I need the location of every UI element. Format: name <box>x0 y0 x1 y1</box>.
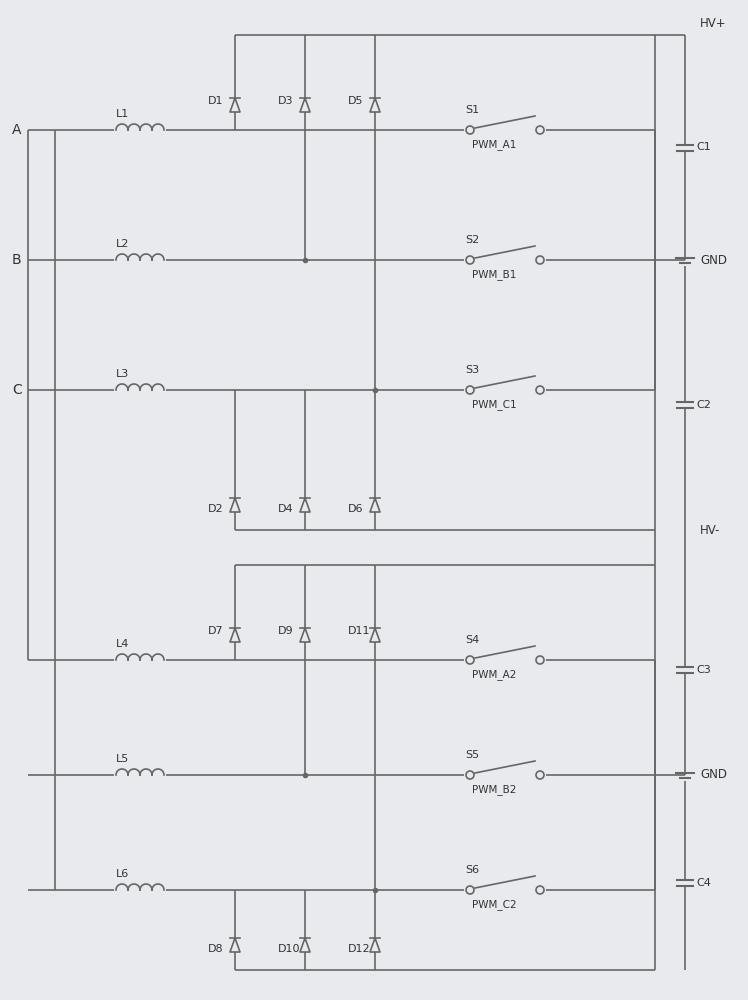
Text: L6: L6 <box>116 869 129 879</box>
Text: S4: S4 <box>465 635 479 645</box>
Text: HV-: HV- <box>700 524 720 536</box>
Text: L2: L2 <box>116 239 129 249</box>
Text: C2: C2 <box>696 400 711 410</box>
Text: D4: D4 <box>278 504 294 514</box>
Text: D8: D8 <box>208 944 224 954</box>
Text: PWM_C2: PWM_C2 <box>472 900 517 910</box>
Text: L1: L1 <box>116 109 129 119</box>
Text: GND: GND <box>700 768 727 782</box>
Text: D11: D11 <box>348 626 370 636</box>
Text: C1: C1 <box>696 142 711 152</box>
Text: C: C <box>12 383 22 397</box>
Text: S5: S5 <box>465 750 479 760</box>
Text: S1: S1 <box>465 105 479 115</box>
Text: C4: C4 <box>696 878 711 888</box>
Text: PWM_B1: PWM_B1 <box>472 270 516 280</box>
Text: D1: D1 <box>208 96 224 106</box>
Text: D2: D2 <box>208 504 224 514</box>
Text: S6: S6 <box>465 865 479 875</box>
Text: D7: D7 <box>208 626 224 636</box>
Text: L4: L4 <box>116 639 129 649</box>
Text: S3: S3 <box>465 365 479 375</box>
Text: PWM_A1: PWM_A1 <box>472 140 516 150</box>
Text: PWM_A2: PWM_A2 <box>472 670 516 680</box>
Text: S2: S2 <box>465 235 479 245</box>
Text: A: A <box>12 123 22 137</box>
Text: HV+: HV+ <box>700 17 726 30</box>
Text: D12: D12 <box>348 944 370 954</box>
Text: L3: L3 <box>116 369 129 379</box>
Text: D5: D5 <box>348 96 364 106</box>
Text: D3: D3 <box>278 96 293 106</box>
Text: D6: D6 <box>348 504 364 514</box>
Text: D9: D9 <box>278 626 294 636</box>
Text: PWM_C1: PWM_C1 <box>472 400 517 410</box>
Text: PWM_B2: PWM_B2 <box>472 785 516 795</box>
Text: GND: GND <box>700 253 727 266</box>
Text: B: B <box>12 253 22 267</box>
Text: C3: C3 <box>696 665 711 675</box>
Text: L5: L5 <box>116 754 129 764</box>
Text: D10: D10 <box>278 944 301 954</box>
